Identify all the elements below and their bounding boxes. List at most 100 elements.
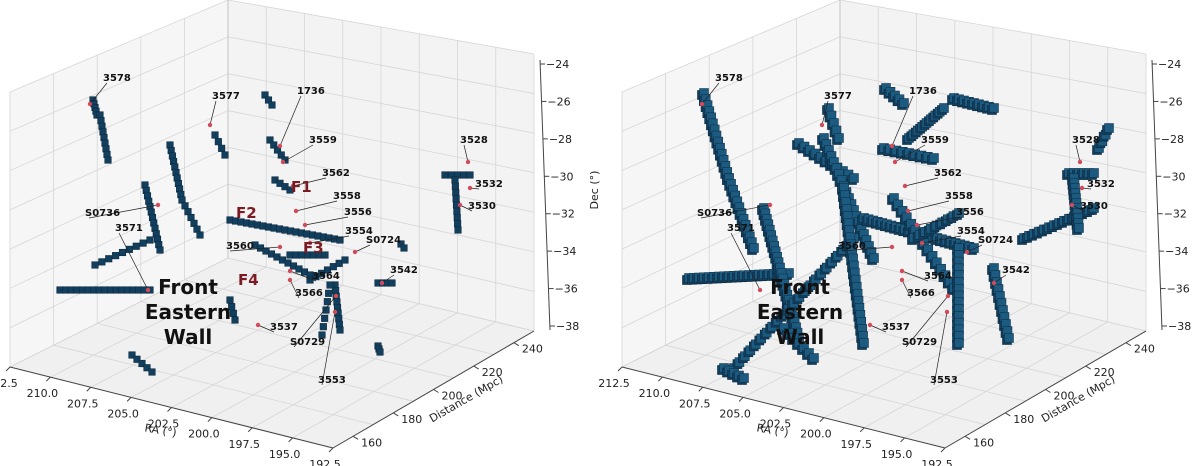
voxel bbox=[268, 101, 276, 109]
left-grid-z bbox=[9, 257, 229, 368]
cluster-leader bbox=[354, 244, 371, 253]
voxel bbox=[132, 242, 140, 250]
x-tick-label: 197.5 bbox=[841, 438, 873, 451]
voxel bbox=[969, 243, 979, 253]
back-grid-z bbox=[227, 220, 535, 292]
z-tick-label: −28 bbox=[549, 133, 572, 146]
cluster-leader bbox=[933, 311, 948, 386]
cluster-label-3528: 3528 bbox=[460, 135, 488, 146]
cluster-leader bbox=[304, 216, 349, 226]
back-grid-z bbox=[227, 0, 535, 55]
voxel bbox=[954, 338, 964, 348]
z-tick-label: −34 bbox=[553, 245, 576, 258]
voxel bbox=[453, 213, 461, 222]
y-tick-mark bbox=[352, 435, 359, 440]
voxel bbox=[859, 338, 869, 348]
cluster-marker bbox=[905, 208, 911, 214]
left-grid-z bbox=[9, 0, 229, 93]
cluster-leader bbox=[730, 232, 761, 291]
voxel bbox=[286, 186, 294, 194]
cluster-marker bbox=[333, 293, 339, 299]
cluster-label-s0724: S0724 bbox=[366, 235, 401, 246]
cluster-leader bbox=[894, 144, 926, 163]
floor-grid-y bbox=[97, 323, 414, 402]
cluster-label-3532: 3532 bbox=[475, 179, 503, 190]
voxel bbox=[376, 348, 384, 356]
cluster-label-3554: 3554 bbox=[957, 226, 985, 237]
cluster-label-3578: 3578 bbox=[715, 73, 743, 84]
cluster-label-3553: 3553 bbox=[318, 375, 346, 386]
x-tick-label: 202.5 bbox=[148, 418, 180, 431]
voxel bbox=[739, 373, 749, 383]
x-tick-mark bbox=[819, 417, 825, 422]
z-tick-label: −34 bbox=[1165, 245, 1188, 258]
floor-grid-y bbox=[796, 279, 1106, 355]
cluster-label-3542: 3542 bbox=[1002, 265, 1030, 276]
x-tick-mark bbox=[617, 366, 623, 372]
cluster-leader bbox=[905, 295, 949, 348]
y-tick-label: 240 bbox=[1134, 343, 1155, 356]
cluster-leader bbox=[118, 232, 149, 291]
cluster-label-1736: 1736 bbox=[297, 86, 325, 97]
cluster-leader bbox=[1071, 204, 1085, 212]
floor-grid-y bbox=[53, 344, 374, 425]
cluster-marker bbox=[1069, 202, 1075, 208]
voxel bbox=[277, 151, 285, 159]
cluster-marker bbox=[1077, 159, 1083, 165]
z-tick-label: −32 bbox=[552, 208, 575, 221]
x-tick-label: 200.0 bbox=[800, 428, 832, 441]
voxel bbox=[321, 251, 329, 259]
x-axis-label: RA (°) bbox=[756, 421, 790, 439]
voxel bbox=[231, 316, 239, 324]
cluster-label-3571: 3571 bbox=[115, 223, 143, 234]
y-tick-label: 160 bbox=[973, 436, 994, 449]
cluster-label-3564: 3564 bbox=[312, 271, 340, 282]
cluster-marker bbox=[767, 202, 773, 208]
cluster-marker bbox=[307, 240, 313, 246]
x-tick-label: 207.5 bbox=[67, 397, 99, 410]
cluster-leader bbox=[209, 100, 217, 126]
x-tick-mark bbox=[658, 376, 663, 382]
cluster-leader bbox=[891, 95, 914, 147]
x-tick-mark bbox=[167, 407, 172, 412]
voxel bbox=[336, 236, 344, 244]
voxel bbox=[452, 195, 460, 203]
left-grid-z bbox=[621, 36, 841, 132]
cluster-marker bbox=[1079, 185, 1085, 191]
floor-grid-y bbox=[665, 344, 986, 425]
cluster-leader bbox=[459, 204, 473, 212]
voxel bbox=[214, 138, 222, 146]
voxel bbox=[218, 144, 226, 152]
cluster-label-s0729: S0729 bbox=[902, 337, 937, 348]
y-tick-label: 220 bbox=[1094, 366, 1115, 379]
x-tick-label: 212.5 bbox=[598, 377, 630, 390]
z-tick-label: −36 bbox=[555, 283, 578, 296]
cluster-marker bbox=[819, 122, 825, 128]
voxel bbox=[221, 151, 229, 159]
cluster-leader bbox=[700, 204, 771, 219]
cluster-leader bbox=[869, 324, 887, 333]
voxel bbox=[118, 248, 127, 257]
cluster-marker bbox=[293, 208, 299, 214]
voxel bbox=[939, 103, 949, 113]
voxel bbox=[869, 253, 879, 263]
z-tick-label: −24 bbox=[1158, 58, 1181, 71]
x-tick-label: 210.0 bbox=[639, 387, 671, 400]
cluster-marker bbox=[87, 101, 93, 107]
cluster-leader bbox=[916, 216, 961, 226]
cluster-marker bbox=[899, 277, 905, 283]
voxel bbox=[273, 146, 282, 154]
x-axis-label: RA (°) bbox=[144, 421, 178, 439]
cluster-leader bbox=[289, 270, 317, 282]
cluster-label-3562: 3562 bbox=[322, 168, 350, 179]
voxel bbox=[318, 331, 326, 339]
voxel bbox=[139, 239, 147, 247]
filament-label-f1: F1 bbox=[291, 178, 312, 196]
x-tick-label: 192.5 bbox=[921, 458, 953, 466]
cluster-marker bbox=[277, 143, 283, 149]
x-tick-label: 210.0 bbox=[27, 387, 59, 400]
cluster-label-3577: 3577 bbox=[212, 91, 240, 102]
back-grid-z bbox=[839, 147, 1147, 213]
cluster-marker bbox=[465, 159, 471, 165]
voxel bbox=[156, 246, 164, 254]
